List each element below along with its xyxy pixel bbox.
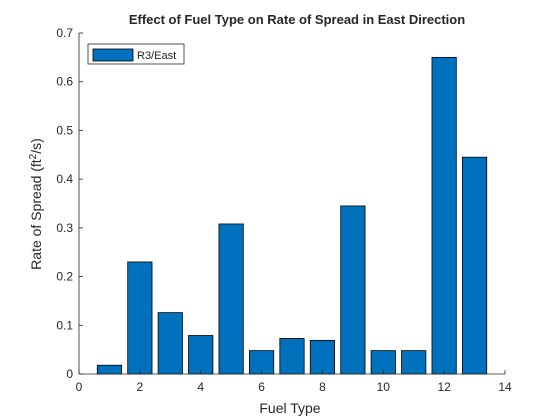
legend: R3/East <box>87 43 185 65</box>
y-tick-label: 0.3 <box>56 221 73 235</box>
x-tick-label: 12 <box>437 380 451 394</box>
bars-group <box>96 56 488 375</box>
bar-fuel-type-9 <box>340 205 366 375</box>
y-tick-label: 0.7 <box>56 26 73 40</box>
bar-fuel-type-7 <box>279 338 305 375</box>
bar-fuel-type-5 <box>218 223 244 375</box>
x-tick-label: 10 <box>377 380 391 394</box>
y-tick-label: 0.6 <box>56 75 73 89</box>
legend-label: R3/East <box>137 50 176 62</box>
y-tick-label: 0.1 <box>56 318 73 332</box>
bar-fuel-type-8 <box>309 339 336 375</box>
y-tick-label: 0.5 <box>56 123 73 137</box>
chart-title: Effect of Fuel Type on Rate of Spread in… <box>129 12 465 27</box>
y-tick-label: 0.2 <box>56 270 73 284</box>
y-axis-label: Rate of Spread (ft2/s) <box>28 138 45 270</box>
bar-fuel-type-13 <box>461 156 488 375</box>
axes-group: 0 2 4 6 8 10 12 14 0 0.1 0.2 0.3 0.4 0.5 0.6 0.7 <box>56 26 512 394</box>
bar-fuel-type-12 <box>431 56 457 375</box>
legend-swatch <box>92 48 134 62</box>
bar-fuel-type-2 <box>127 261 153 375</box>
x-tick-label: 4 <box>197 380 204 394</box>
x-tick-label: 6 <box>258 380 265 394</box>
x-axis-label: Fuel Type <box>259 400 320 416</box>
y-tick-label: 0.4 <box>56 172 73 186</box>
x-tick-label: 2 <box>137 380 144 394</box>
x-tick-label: 14 <box>498 380 512 394</box>
y-tick-label: 0 <box>66 367 73 381</box>
bar-fuel-type-3 <box>157 312 183 375</box>
bar-fuel-type-11 <box>401 350 427 375</box>
bar-fuel-type-4 <box>188 335 214 375</box>
bar-fuel-type-1 <box>96 364 123 375</box>
x-tick-label: 8 <box>319 380 326 394</box>
x-tick-label: 0 <box>76 380 83 394</box>
